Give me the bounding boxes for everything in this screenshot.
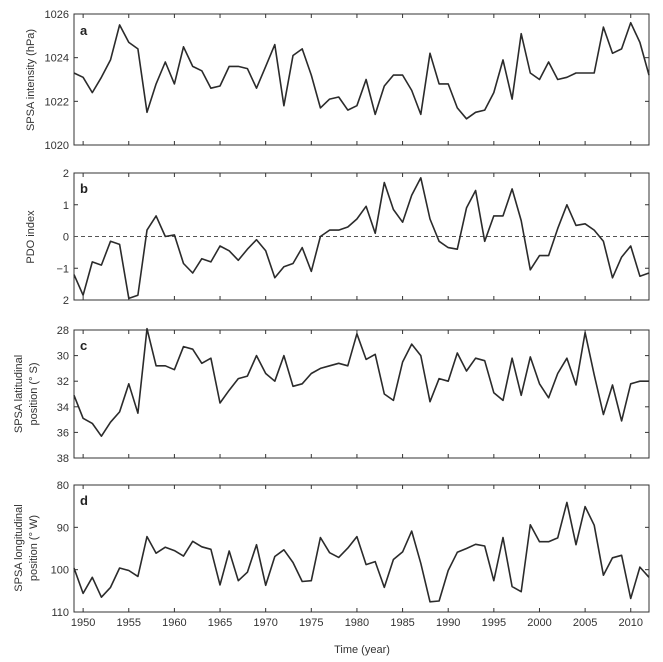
panel-b-y-ticks: 2 −1 0 1 2 xyxy=(56,168,649,307)
panel-d-y-label-line1: SPSA longitudinal xyxy=(13,504,25,591)
panel-a-label: a xyxy=(80,23,88,38)
panel-a-y-tick-label: 1022 xyxy=(45,96,69,108)
x-axis-ticks: 1950 1955 1960 1965 1970 1975 1980 1985 1990 1995… xyxy=(71,617,643,629)
x-tick-label: 1950 xyxy=(71,617,95,629)
panel-d-y-tick-label: 80 xyxy=(57,480,69,492)
panel-b-y-label: PDO index xyxy=(25,210,37,264)
x-tick-label: 1975 xyxy=(299,617,323,629)
x-tick-label: 1990 xyxy=(436,617,460,629)
panel-b-y-tick-label: 1 xyxy=(63,200,69,212)
panel-c-y-label-line1: SPSA latitudinal xyxy=(13,355,25,433)
panel-d-y-tick-label: 100 xyxy=(51,565,69,577)
panel-b-y-tick-label: 0 xyxy=(63,232,69,244)
x-tick-label: 2005 xyxy=(573,617,597,629)
panel-a-y-label: SPSA intensity (hPa) xyxy=(25,29,37,131)
panel-d-y-label-line2: position (° W) xyxy=(28,515,40,581)
panel-d-frame xyxy=(73,484,650,613)
x-axis-label: Time (year) xyxy=(334,644,390,656)
panel-b-y-tick-label: 2 xyxy=(63,168,69,180)
panel-c-label: c xyxy=(80,338,87,353)
panel-b-series-line xyxy=(73,177,650,300)
panel-c-y-label-line2: position (° S) xyxy=(28,362,40,425)
panel-c-y-ticks: 28 30 32 34 36 38 xyxy=(57,325,649,465)
x-tick-label: 1985 xyxy=(390,617,414,629)
panel-c-series-line xyxy=(73,327,649,438)
x-tick-label: 2010 xyxy=(619,617,643,629)
panel-c-y-tick-label: 28 xyxy=(57,325,69,337)
panel-c-y-tick-label: 36 xyxy=(57,427,69,439)
panel-c-y-tick-label: 32 xyxy=(57,376,69,388)
x-tick-label: 1995 xyxy=(482,617,506,629)
panel-d-series-line xyxy=(73,501,650,603)
x-tick-label: 1955 xyxy=(117,617,141,629)
panel-d-y-ticks: 80 90 100 110 xyxy=(51,480,649,619)
panel-a-y-ticks: 1020 1022 1024 1026 xyxy=(45,9,649,152)
panel-b-y-tick-label: −1 xyxy=(56,263,69,275)
panel-a-frame xyxy=(73,13,650,146)
panel-d-label: d xyxy=(80,493,88,508)
panel-a-y-tick-label: 1026 xyxy=(45,9,69,21)
panel-b-y-tick-label: 2 xyxy=(63,295,69,307)
panel-c-y-tick-label: 34 xyxy=(57,402,69,414)
panel-a-series-line xyxy=(73,21,650,120)
panel-a-y-tick-label: 1024 xyxy=(45,53,69,65)
panel-b-label: b xyxy=(80,181,88,196)
x-tick-label: 1980 xyxy=(345,617,369,629)
panel-d-y-tick-label: 110 xyxy=(51,607,69,619)
panel-d: d 80 90 100 110 SPSA longitudinal position … xyxy=(13,480,650,619)
x-tick-label: 2000 xyxy=(527,617,551,629)
x-tick-label: 1970 xyxy=(253,617,277,629)
panel-d-y-tick-label: 90 xyxy=(57,522,69,534)
panel-c-y-tick-label: 38 xyxy=(57,453,69,465)
x-tick-label: 1965 xyxy=(208,617,232,629)
panel-a: a 1020 1022 1024 1026 SPSA intensity (hPa) xyxy=(25,9,650,152)
panel-c-y-tick-label: 30 xyxy=(57,351,69,363)
panel-b: b 2 −1 0 1 2 PDO index xyxy=(25,168,650,307)
panel-a-y-tick-label: 1020 xyxy=(45,140,69,152)
panel-c: c 28 30 32 34 36 38 SPSA latitudinal position… xyxy=(13,325,650,465)
x-tick-label: 1960 xyxy=(162,617,186,629)
panel-c-frame xyxy=(73,329,650,459)
